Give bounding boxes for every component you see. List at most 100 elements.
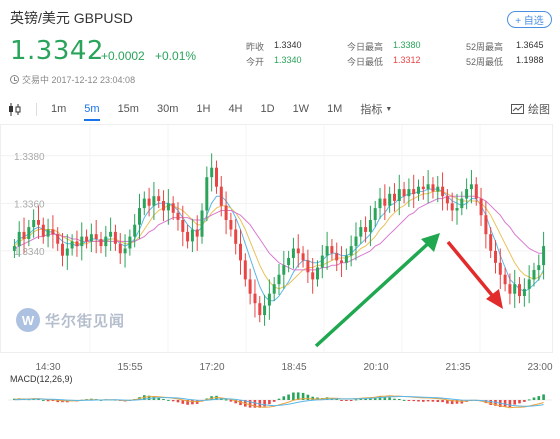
candle-body xyxy=(498,262,502,275)
moving-average-line xyxy=(14,195,544,271)
candle-body xyxy=(368,220,372,232)
x-tick-label: 17:20 xyxy=(199,362,224,373)
macd-histogram-bar xyxy=(349,400,353,401)
candle-body xyxy=(215,167,218,187)
macd-histogram-bar xyxy=(359,398,363,400)
x-tick-label: 21:35 xyxy=(445,362,470,373)
macd-histogram-bar xyxy=(253,400,257,408)
candle-body xyxy=(104,236,108,247)
candle-body xyxy=(450,203,454,211)
candle-body xyxy=(522,288,526,296)
macd-histogram-bar xyxy=(378,396,382,400)
indicator-dropdown[interactable]: 指标 ▼ xyxy=(360,96,392,122)
macd-histogram-bar xyxy=(46,400,50,402)
draw-button[interactable]: 绘图 xyxy=(511,96,550,122)
candle-body xyxy=(219,186,223,206)
macd-histogram-bar xyxy=(162,399,165,400)
candle-body xyxy=(229,220,233,230)
add-watchlist-button[interactable]: + 自选 xyxy=(507,11,552,28)
stat-prev-close-label: 昨收 xyxy=(246,42,265,52)
candle-body xyxy=(51,229,55,235)
candle-body xyxy=(27,227,31,239)
indicator-label: 指标 xyxy=(360,104,383,116)
price-chart[interactable]: 1.3380 1.3360 1.3340 14:30 15:55 17:20 18:45 20… xyxy=(0,124,560,439)
macd-histogram-bar xyxy=(287,394,290,400)
macd-histogram-bar xyxy=(42,399,45,401)
period-1mo[interactable]: 1M xyxy=(327,103,343,115)
chevron-down-icon: ▼ xyxy=(385,105,393,113)
candlestick-icon[interactable] xyxy=(8,102,22,116)
macd-histogram-bar xyxy=(301,392,305,400)
macd-histogram-bar xyxy=(537,396,541,400)
period-1m[interactable]: 1m xyxy=(51,103,67,115)
candle-body xyxy=(267,293,271,306)
stat-open-value: 1.3340 xyxy=(274,55,302,65)
stat-day-high-value: 1.3380 xyxy=(393,40,421,50)
candle-body xyxy=(17,231,21,247)
candle-body xyxy=(287,258,291,266)
candle-body xyxy=(344,255,348,263)
candle-body xyxy=(70,241,74,249)
candle-body xyxy=(412,189,416,194)
stat-52w-high-label: 52周最高 xyxy=(466,42,504,52)
candle-body xyxy=(436,186,440,192)
y-tick-label: 1.3360 xyxy=(14,199,45,210)
period-4h[interactable]: 4H xyxy=(228,103,243,115)
candle-body xyxy=(364,227,368,232)
macd-histogram-bar xyxy=(147,395,151,400)
candle-body xyxy=(85,236,89,242)
candle-body xyxy=(378,198,382,209)
macd-histogram-bar xyxy=(450,400,454,405)
candle-body xyxy=(162,201,165,211)
macd-histogram-bar xyxy=(263,400,266,407)
candle-body xyxy=(537,265,541,270)
candle-body xyxy=(513,284,517,294)
candle-body xyxy=(113,231,117,244)
period-1h[interactable]: 1H xyxy=(196,103,211,115)
candle-body xyxy=(388,193,392,206)
trend-arrow-up xyxy=(314,238,434,348)
macd-histogram-bar xyxy=(436,400,440,402)
candle-body xyxy=(171,203,175,213)
macd-histogram-bar xyxy=(234,400,237,404)
trend-arrow-up-head xyxy=(421,233,440,252)
macd-histogram-bar xyxy=(402,399,406,401)
candle-body xyxy=(56,234,60,244)
candle-body xyxy=(508,284,512,294)
candle-body xyxy=(484,215,488,235)
candle-body xyxy=(128,236,132,249)
macd-histogram-bar xyxy=(181,400,185,404)
macd-histogram-bar xyxy=(398,399,401,400)
watermark-text: 华尔街见闻 xyxy=(45,312,126,330)
stat-52w-high-value: 1.3645 xyxy=(516,40,544,50)
macd-histogram-bar xyxy=(422,400,425,402)
macd-histogram-bar xyxy=(489,400,492,405)
candle-body xyxy=(186,231,190,242)
candle-body xyxy=(181,220,185,232)
candle-body xyxy=(147,198,151,206)
period-30m[interactable]: 30m xyxy=(156,103,179,115)
candle-body xyxy=(152,196,156,206)
macd-histogram-bar xyxy=(412,400,415,402)
candle-body xyxy=(22,231,26,239)
candle-body xyxy=(123,248,127,254)
trend-arrow-down xyxy=(446,240,498,302)
macd-histogram-bar xyxy=(455,400,459,404)
draw-label: 绘图 xyxy=(528,104,550,116)
macd-histogram-bar xyxy=(513,400,516,405)
candle-body xyxy=(465,189,469,199)
wallstreetcn-logo-icon: W xyxy=(16,308,40,332)
candle-body xyxy=(253,293,257,304)
candle-body xyxy=(340,260,343,263)
period-1w[interactable]: 1W xyxy=(292,103,310,115)
period-1d[interactable]: 1D xyxy=(260,103,275,115)
macd-histogram-bar xyxy=(277,398,281,400)
period-15m[interactable]: 15m xyxy=(117,103,139,115)
candle-body xyxy=(118,243,122,254)
candle-body xyxy=(402,189,406,197)
stat-52w-low-value: 1.1988 xyxy=(516,55,544,65)
price-change: +0.0002 xyxy=(101,49,145,63)
price-change-percent: +0.01% xyxy=(155,49,197,63)
macd-histogram-bar xyxy=(224,399,228,401)
period-5m[interactable]: 5m xyxy=(84,96,100,122)
